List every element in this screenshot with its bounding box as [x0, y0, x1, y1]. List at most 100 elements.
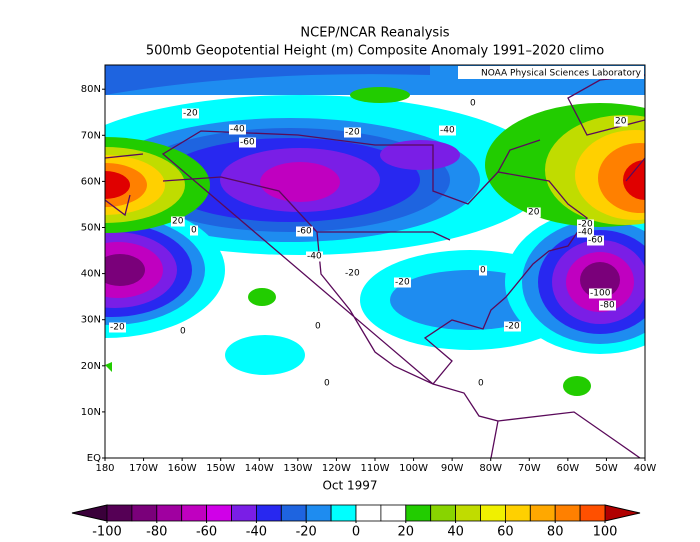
contour-label: -20	[578, 220, 593, 230]
contour-labels: -20 -40 -60 -20 -40 0 20 20 -20 -40 -60 …	[109, 98, 628, 389]
contour-label: -40	[440, 126, 455, 136]
attribution: NOAA Physical Sciences Laboratory	[481, 69, 642, 79]
lat-label: 30N	[81, 315, 101, 326]
lat-label: EQ	[87, 453, 101, 464]
contour-label-bg	[394, 277, 411, 288]
contour-label: -60	[240, 138, 255, 148]
contour-label: -20	[505, 322, 520, 332]
colorbar-label: 40	[447, 525, 464, 540]
lon-label: 50W	[595, 463, 618, 474]
colorbar-box	[579, 504, 606, 522]
contour-label: -20	[395, 278, 410, 288]
colorbar-box	[330, 504, 357, 522]
contour-label: 0	[480, 266, 486, 276]
colorbar-label: -80	[146, 525, 167, 540]
contour-label-bg	[577, 227, 594, 238]
contour-label-bg	[323, 378, 331, 389]
contour-label-bg	[344, 268, 361, 279]
lon-label: 100W	[399, 463, 428, 474]
contour-label: 20	[528, 208, 540, 218]
colorbar-under	[71, 504, 108, 522]
colorbar-box	[181, 504, 207, 522]
lon-label: 40W	[634, 463, 657, 474]
colorbar-box	[131, 504, 158, 522]
contour-label-bg	[344, 127, 361, 138]
colorbar-label: -20	[296, 525, 317, 540]
contour-label-bg	[599, 300, 616, 311]
colorbar-label: 80	[547, 525, 564, 540]
colorbar-box	[156, 504, 183, 522]
contour-label-bg	[469, 98, 477, 109]
lat-label: 20N	[81, 361, 101, 372]
lon-label: 110W	[361, 463, 390, 474]
contour-label: -40	[230, 125, 245, 135]
contour-label: 0	[324, 379, 330, 389]
colorbar-box	[231, 504, 257, 522]
colorbar-label: 60	[497, 525, 514, 540]
contour-label: -20	[110, 323, 125, 333]
colorbar-box	[529, 504, 556, 522]
colorbar-label: -40	[246, 525, 267, 540]
contour-label: -80	[600, 301, 615, 311]
contour-label: -40	[578, 228, 593, 238]
lat-label: 50N	[81, 223, 101, 234]
contour-label-bg	[229, 124, 246, 135]
lat-label: 60N	[81, 176, 101, 187]
lat-label: 80N	[81, 84, 101, 95]
contour-label-bg	[171, 216, 185, 227]
colorbar-box	[206, 504, 232, 522]
lon-label: 90W	[441, 463, 464, 474]
contour-label: 0	[470, 99, 476, 109]
contour-label: 20	[615, 117, 627, 127]
lon-label: 130W	[283, 463, 312, 474]
contour-label: 0	[180, 327, 186, 337]
contour-label: -20	[345, 269, 360, 279]
contour-label-bg	[479, 265, 487, 276]
colorbar-box	[504, 504, 531, 522]
contour-label: -100	[590, 289, 611, 299]
contour-label-bg	[504, 321, 521, 332]
colorbar-box	[280, 504, 307, 522]
lon-label: 150W	[206, 463, 235, 474]
colorbar-box	[106, 504, 133, 522]
subtitle: 500mb Geopotential Height (m) Composite …	[146, 44, 604, 59]
lon-label: 140W	[245, 463, 274, 474]
contour-label-bg	[190, 225, 198, 236]
colorbar-label: 20	[398, 525, 415, 540]
contour-label: 0	[478, 379, 484, 389]
lat-label: 10N	[81, 407, 101, 418]
contour-label: 20	[172, 217, 184, 227]
contour-label-bg	[239, 137, 256, 148]
lon-label: 170W	[129, 463, 158, 474]
period: Oct 1997	[322, 479, 377, 493]
contour-label-bg	[439, 125, 456, 136]
lat-label: 40N	[81, 269, 101, 280]
colorbar-label: -60	[196, 525, 217, 540]
colorbar-box	[255, 504, 282, 522]
colorbar-box	[430, 504, 457, 522]
contour-label-bg	[296, 226, 313, 237]
attribution-bg	[458, 66, 644, 79]
contour-label-bg	[182, 108, 199, 119]
contour-label: -20	[183, 109, 198, 119]
lon-label: 70W	[518, 463, 541, 474]
colorbar-box	[480, 504, 506, 522]
contour-label-bg	[109, 322, 126, 333]
colorbar-over	[604, 504, 641, 522]
contour-label-bg	[614, 116, 628, 127]
contour-label-bg	[314, 321, 322, 332]
lon-label: 80W	[479, 463, 502, 474]
contour-label-bg	[477, 378, 485, 389]
colorbar-box	[455, 504, 481, 522]
colorbar-label: 0	[352, 525, 360, 540]
contour-label: 0	[315, 322, 321, 332]
colorbar-box	[380, 504, 407, 522]
lon-label: 160W	[168, 463, 197, 474]
contour-label: -60	[297, 227, 312, 237]
contour-label: -40	[307, 252, 322, 262]
colorbar-box	[355, 504, 382, 522]
contour-label: 0	[191, 226, 197, 236]
colorbar-box	[405, 504, 432, 522]
contour-label-bg	[306, 251, 323, 262]
